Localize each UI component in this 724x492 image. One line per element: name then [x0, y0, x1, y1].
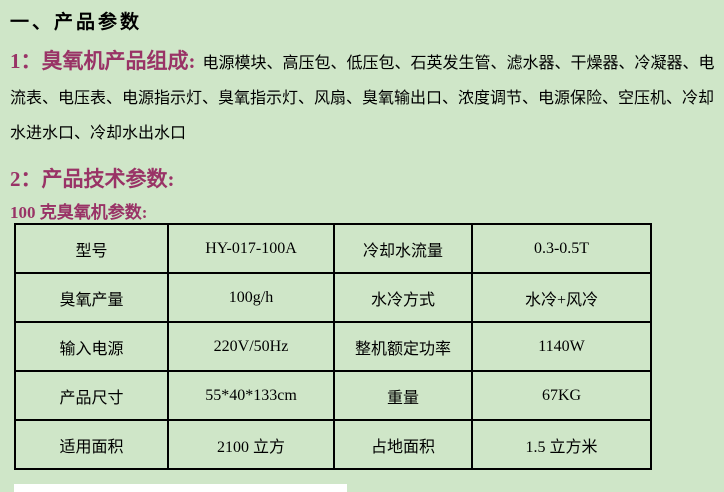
spec-label: 输入电源: [14, 321, 169, 372]
table-caption: 100 克臭氧机参数:: [10, 203, 148, 222]
table-row: 输入电源 220V/50Hz 整机额定功率 1140W: [14, 321, 652, 372]
component-list-text: 电源模块、高压包、低压包、石英发生管、滤水器、干燥器、冷凝器、电流表、电压表、电…: [10, 55, 715, 142]
section1-paragraph: 1：臭氧机产品组成: 电源模块、高压包、低压包、石英发生管、滤水器、干燥器、冷凝器…: [10, 44, 717, 151]
spec-label: 水冷方式: [333, 272, 473, 323]
spec-value: 水冷+风冷: [471, 272, 652, 323]
spec-label: 产品尺寸: [14, 370, 169, 421]
cutoff-next-block: [14, 484, 347, 492]
spec-label: 重量: [333, 370, 473, 421]
spec-label: 整机额定功率: [333, 321, 473, 372]
spec-label: 臭氧产量: [14, 272, 169, 323]
spec-value: 67KG: [471, 370, 652, 421]
spec-value: 2100 立方: [167, 419, 335, 470]
section2-heading: 2：产品技术参数:: [10, 167, 175, 191]
spec-label: 型号: [14, 223, 169, 274]
spec-label: 冷却水流量: [333, 223, 473, 274]
spec-value: 220V/50Hz: [167, 321, 335, 372]
table-row: 适用面积 2100 立方 占地面积 1.5 立方米: [14, 419, 652, 470]
section1-heading: 1：臭氧机产品组成:: [10, 49, 196, 73]
page-title: 一、产品参数: [10, 12, 143, 33]
spec-value: 55*40*133cm: [167, 370, 335, 421]
table-row: 型号 HY-017-100A 冷却水流量 0.3-0.5T: [14, 223, 652, 274]
spec-value: HY-017-100A: [167, 223, 335, 274]
table-row: 产品尺寸 55*40*133cm 重量 67KG: [14, 370, 652, 421]
spec-value: 1.5 立方米: [471, 419, 652, 470]
spec-table: 型号 HY-017-100A 冷却水流量 0.3-0.5T 臭氧产量 100g/…: [14, 223, 652, 470]
spec-value: 0.3-0.5T: [471, 223, 652, 274]
spec-label: 占地面积: [333, 419, 473, 470]
spec-label: 适用面积: [14, 419, 169, 470]
table-row: 臭氧产量 100g/h 水冷方式 水冷+风冷: [14, 272, 652, 323]
spec-value: 1140W: [471, 321, 652, 372]
spec-value: 100g/h: [167, 272, 335, 323]
